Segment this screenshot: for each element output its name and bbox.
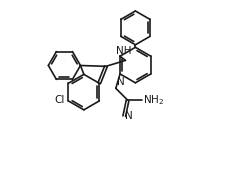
Text: NH$_2$: NH$_2$: [142, 93, 164, 107]
Text: Cl: Cl: [54, 95, 64, 105]
Text: N: N: [117, 77, 124, 87]
Text: N: N: [125, 111, 133, 121]
Text: NH: NH: [116, 46, 132, 56]
